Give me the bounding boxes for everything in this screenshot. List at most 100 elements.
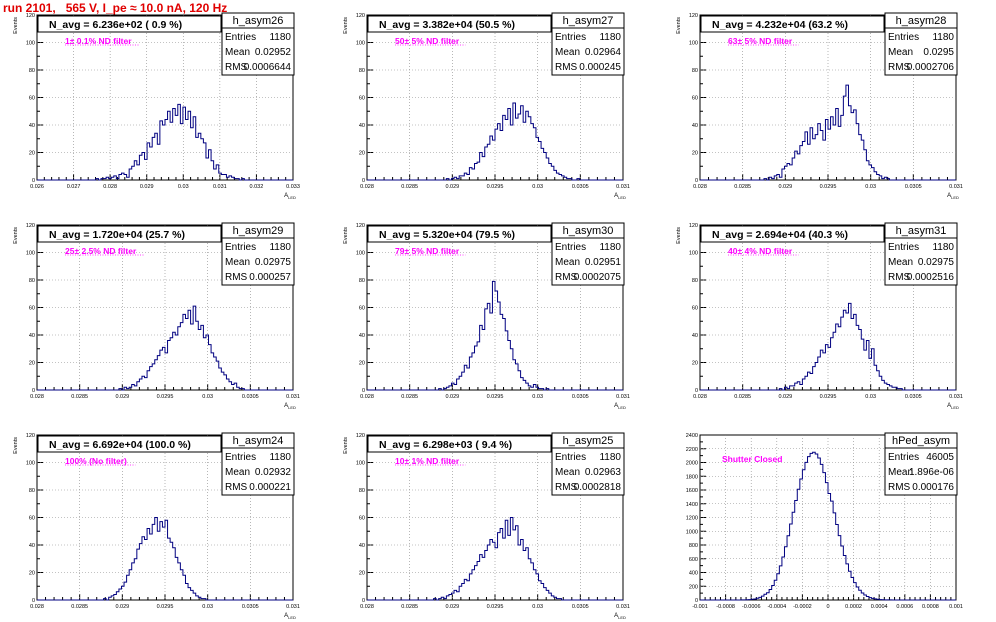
stats-box: [221, 432, 295, 496]
stats-value: 0.000176: [912, 482, 954, 493]
filter-label: Shutter Closed: [722, 454, 782, 464]
filter-label: 1± 0.1% ND filter: [65, 36, 132, 46]
stats-value: 1180: [269, 32, 291, 43]
y-tick-label: 40: [359, 123, 365, 129]
y-tick-label: 120: [689, 223, 698, 229]
y-axis-label: Events: [676, 227, 682, 244]
x-tick-label: 0.0285: [401, 184, 418, 190]
y-tick-label: 80: [359, 278, 365, 284]
stats-box: [221, 12, 295, 76]
x-tick-label: 0.0305: [572, 604, 589, 610]
stats-box: [551, 12, 625, 76]
y-tick-label: 20: [692, 151, 698, 157]
filter-label: 100% (No filter): [65, 456, 127, 466]
y-axis-label: Events: [13, 227, 19, 244]
stats-key: Mean: [555, 257, 580, 268]
stats-value: 0.02964: [585, 47, 622, 58]
y-tick-label: 20: [29, 571, 35, 577]
y-tick-label: 800: [689, 543, 698, 549]
y-tick-label: 100: [356, 41, 365, 47]
stats-box-title: h_asym31: [896, 225, 947, 237]
x-tick-label: 0.031: [949, 184, 963, 190]
plot-title: N_avg = 4.232e+04 (63.2 %): [712, 19, 848, 31]
y-tick-label: 40: [692, 123, 698, 129]
y-tick-label: 60: [359, 306, 365, 312]
stats-key: Mean: [888, 467, 913, 478]
y-tick-label: 120: [26, 223, 35, 229]
y-tick-label: 1200: [686, 516, 698, 522]
x-axis-label: ALED: [284, 403, 296, 410]
x-tick-label: -0.001: [692, 604, 708, 610]
x-tick-label: 0.0285: [71, 604, 88, 610]
y-tick-label: 40: [359, 333, 365, 339]
stats-key: Mean: [225, 257, 250, 268]
x-tick-label: 0.0285: [401, 604, 418, 610]
x-axis-label: ALED: [947, 403, 959, 410]
title-box: [367, 225, 552, 243]
y-tick-label: 80: [29, 68, 35, 74]
x-tick-label: 0.0295: [487, 394, 504, 400]
stats-box: [884, 12, 958, 76]
x-tick-label: 0.028: [693, 394, 707, 400]
histogram-panel-h_asym25: 0 20 40 60 80 100 120 0.028 0.0285 0.029 0.0295 0.0…: [343, 432, 630, 620]
stats-key: Entries: [555, 452, 586, 463]
title-box: [700, 225, 885, 243]
title-box: [700, 15, 885, 33]
histogram-line: [700, 302, 956, 391]
y-tick-label: 20: [359, 151, 365, 157]
y-tick-label: 100: [689, 41, 698, 47]
histogram-panel-h_asym29: 0 20 40 60 80 100 120 0.028 0.0285 0.029 0.0295 0.0…: [13, 222, 300, 410]
x-tick-label: 0.0305: [905, 184, 922, 190]
x-tick-label: 0.0008: [922, 604, 939, 610]
x-tick-label: 0.033: [286, 184, 300, 190]
stats-key: Mean: [555, 47, 580, 58]
stats-value: 1180: [599, 452, 621, 463]
y-tick-label: 0: [362, 178, 365, 184]
x-tick-label: 0.031: [949, 394, 963, 400]
y-axis-label: Events: [13, 17, 19, 34]
plot-title: N_avg = 2.694e+04 (40.3 %): [712, 229, 848, 241]
y-tick-label: 20: [359, 571, 365, 577]
x-axis-label: ALED: [947, 193, 959, 200]
plot-title: N_avg = 5.320e+04 (79.5 %): [379, 229, 515, 241]
histogram-panel-h_asym26: 0 20 40 60 80 100 120 0.026 0.027 0.028 0.029 0.03 0…: [13, 12, 300, 200]
x-tick-label: -0.0006: [742, 604, 761, 610]
x-axis-label: ALED: [284, 193, 296, 200]
stats-value: 0.0002706: [907, 62, 955, 73]
plot-title: N_avg = 3.382e+04 (50.5 %): [379, 19, 515, 31]
stats-key: Entries: [555, 32, 586, 43]
histogram-line: [700, 451, 956, 601]
stats-box-title: h_asym24: [233, 435, 284, 447]
y-tick-label: 400: [689, 571, 698, 577]
histogram-line: [37, 103, 293, 181]
x-axis-label: ALED: [614, 613, 626, 620]
y-tick-label: 0: [32, 598, 35, 604]
stats-key: Mean: [225, 467, 250, 478]
y-tick-label: 0: [362, 388, 365, 394]
y-tick-label: 40: [29, 333, 35, 339]
y-tick-label: 80: [692, 278, 698, 284]
filter-label: 50± 5% ND filter: [395, 36, 460, 46]
stats-box: [551, 222, 625, 286]
y-tick-label: 100: [26, 251, 35, 257]
x-tick-label: 0.027: [67, 184, 81, 190]
x-axis-label: ALED: [284, 613, 296, 620]
stats-value: 0.000245: [579, 62, 621, 73]
stats-value: 0.02951: [585, 257, 622, 268]
x-axis-label: ALED: [614, 403, 626, 410]
x-tick-label: 0.0305: [572, 394, 589, 400]
filter-label: 25± 2.5% ND filter: [65, 246, 137, 256]
histogram-line: [367, 280, 623, 391]
y-tick-label: 60: [692, 306, 698, 312]
y-tick-label: 0: [362, 598, 365, 604]
plot-title: N_avg = 6.692e+04 (100.0 %): [49, 439, 191, 451]
x-tick-label: 0.029: [445, 184, 459, 190]
stats-key: RMS: [555, 62, 578, 73]
y-tick-label: 40: [359, 543, 365, 549]
x-tick-label: 0.031: [286, 394, 300, 400]
x-tick-label: 0: [826, 604, 829, 610]
x-tick-label: 0.0002: [845, 604, 862, 610]
stats-box: [884, 432, 958, 496]
stats-box-title: hPed_asym: [892, 435, 950, 447]
y-tick-label: 2200: [686, 447, 698, 453]
